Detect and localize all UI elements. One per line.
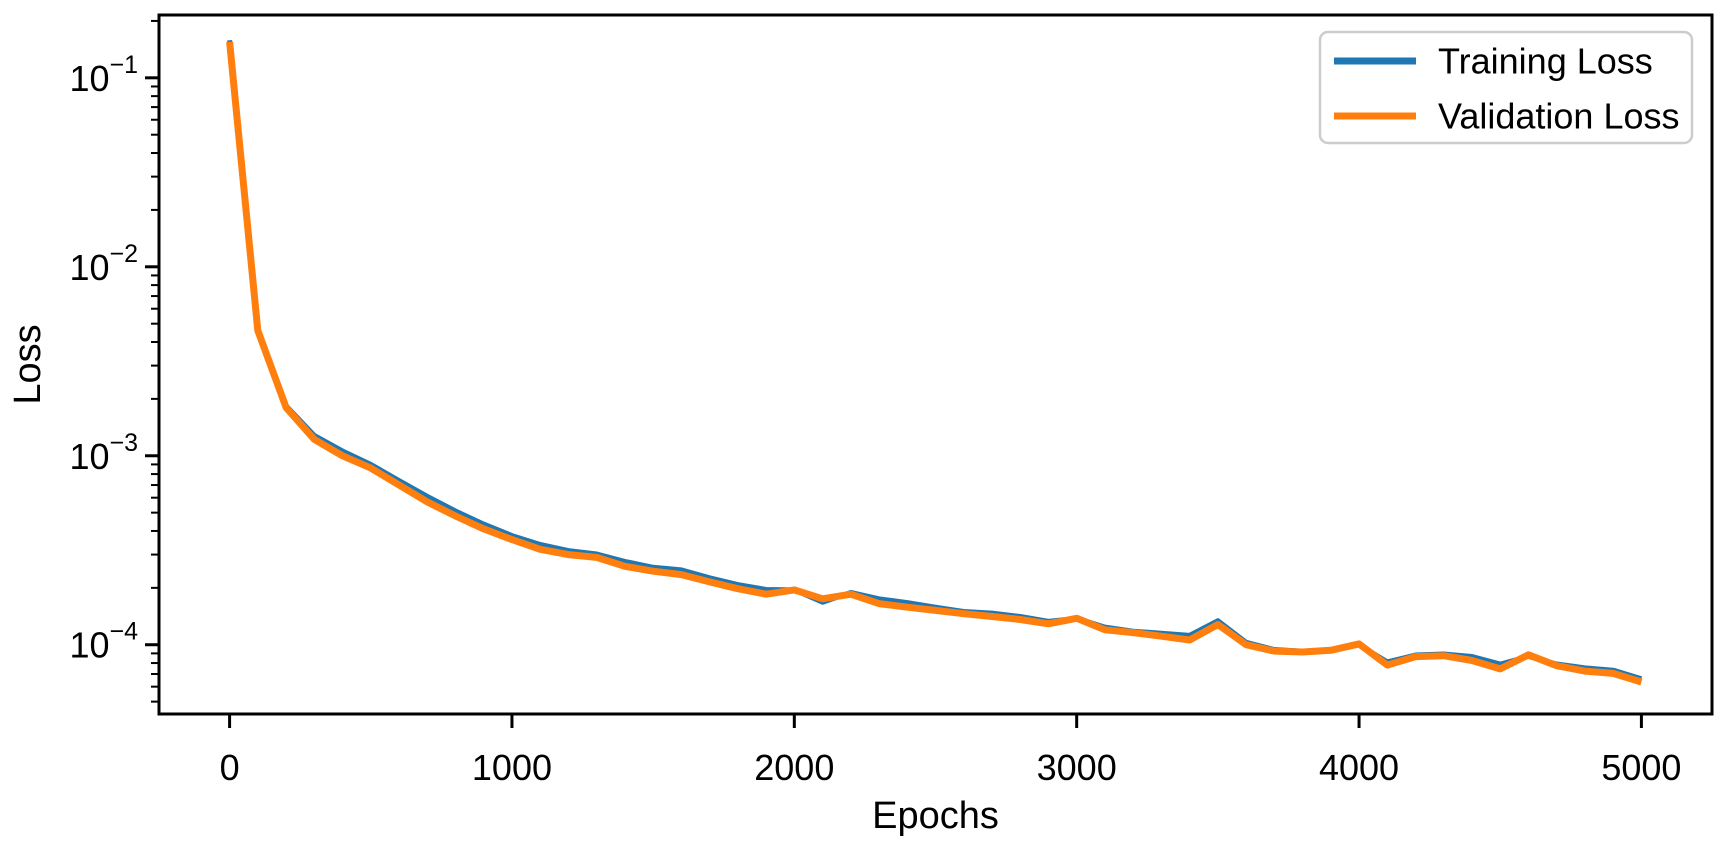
- validation-loss-line: [226, 41, 1643, 686]
- y-tick-label: 10−2: [69, 240, 138, 288]
- x-tick-label: 5000: [1601, 747, 1681, 788]
- legend-label-training: Training Loss: [1438, 41, 1653, 82]
- x-tick-label: 3000: [1037, 747, 1117, 788]
- y-tick-label: 10−4: [69, 618, 138, 666]
- x-tick-label: 2000: [754, 747, 834, 788]
- y-axis-label: Loss: [7, 324, 49, 404]
- y-tick-label: 10−3: [69, 429, 138, 477]
- x-tick-label: 1000: [472, 747, 552, 788]
- x-axis-label: Epochs: [872, 795, 999, 837]
- x-tick-label: 4000: [1319, 747, 1399, 788]
- y-tick-label: 10−1: [69, 51, 138, 99]
- plot-frame: [157, 13, 1714, 716]
- x-tick-label: 0: [220, 747, 240, 788]
- legend-label-validation: Validation Loss: [1438, 96, 1680, 137]
